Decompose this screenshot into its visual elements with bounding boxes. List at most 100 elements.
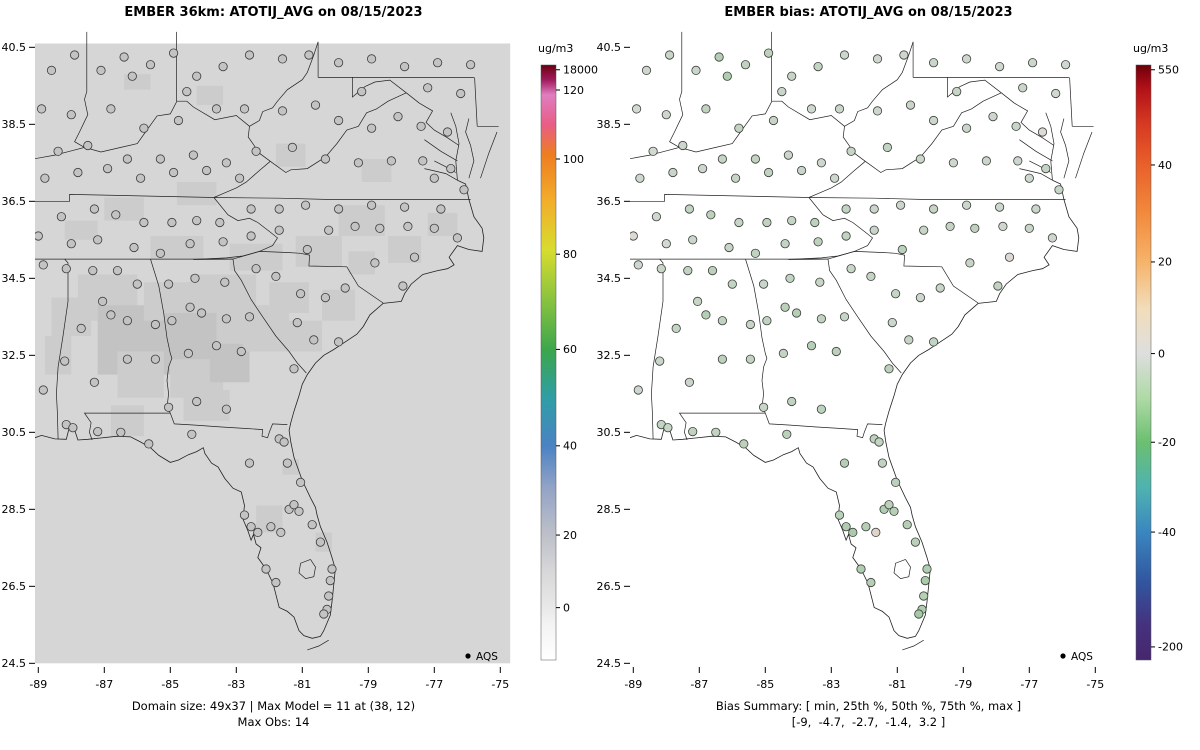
station-marker [763,48,774,58]
station-marker [277,54,288,64]
station-marker [745,354,756,364]
station-marker [861,522,871,532]
station-marker [167,316,177,326]
station-marker [239,104,250,114]
state-border-line [1045,112,1055,181]
station-marker [276,527,286,538]
station-marker [167,217,177,228]
state-border-line [247,126,271,162]
station-marker [220,277,230,287]
station-marker [656,264,666,274]
state-border-line [844,41,914,127]
station-marker [762,217,772,228]
model-field-cell [110,405,144,437]
station-marker [340,283,350,293]
station-marker [688,235,698,245]
station-marker [325,575,335,586]
station-marker [884,364,894,374]
station-marker [333,58,344,68]
aqs-legend: AQS [465,651,498,663]
station-marker [253,527,263,538]
colorbar-tick-label: 18000 [563,64,598,77]
station-marker [218,61,228,72]
station-marker [1037,127,1048,137]
station-marker [890,289,901,299]
y-tick-label: 38.5 [2,118,27,131]
state-border-line [865,92,1002,173]
station-marker [416,121,426,131]
colorbar-tick-label: 80 [563,248,577,261]
station-marker [185,239,195,249]
state-border-line [745,258,768,414]
station-marker [706,210,716,220]
station-marker [38,385,48,395]
station-marker [370,258,380,268]
station-marker [1051,88,1061,99]
station-marker [446,164,456,174]
station-marker [289,500,299,510]
station-marker [251,264,261,274]
state-border-line [74,31,89,148]
station-marker [688,426,698,437]
station-marker [127,71,137,81]
y-tick-label: 36.5 [2,195,27,208]
station-marker [910,537,921,547]
station-marker [294,506,304,516]
station-marker [928,58,939,68]
station-marker [96,65,106,76]
station-marker [357,87,367,97]
station-marker [119,52,129,62]
state-border-line [424,139,458,162]
colorbar-tick-label: 40 [1158,159,1172,172]
station-marker [922,564,932,574]
state-border-line [213,161,271,198]
bias-axes: -89 -87 -85 -83 -81 -79 -77 -75 24.5 26.5 28.5 30.5… [597,41,1105,691]
x-tick-label: -77 [1020,678,1038,691]
station-marker [745,319,756,330]
station-marker [633,385,643,395]
colorbar-tick-label: 0 [563,601,570,614]
state-border-line [678,412,766,441]
station-marker [145,60,156,70]
station-marker [295,477,306,487]
station-marker [398,281,408,291]
y-tick-label: 32.5 [2,349,27,362]
station-marker [393,112,403,122]
colorbar-tick-label: 100 [563,153,584,166]
station-marker [707,265,718,276]
station-marker [292,317,302,328]
station-marker [35,231,43,241]
station-marker [211,341,222,351]
station-marker [711,427,721,437]
station-marker [778,348,789,358]
station-marker [456,88,466,99]
station-marker [663,423,673,433]
station-marker [758,402,769,412]
aqs-legend-dot [465,653,471,659]
station-marker [300,200,311,210]
y-tick-label: 26.5 [2,580,27,593]
x-tick-label: -75 [1086,678,1104,691]
station-marker [782,429,792,439]
station-marker [302,244,312,255]
station-marker [182,87,192,97]
coastline [35,179,485,639]
colorbar-tick-label: 120 [563,84,584,97]
station-marker [895,200,906,210]
model-field-cell [348,251,375,275]
station-marker [664,50,675,60]
station-marker [630,231,638,241]
station-marker [671,323,681,333]
x-tick-label: -85 [161,678,179,691]
right-panel-title: EMBER bias: ATOTIJ_AVG on 08/15/2023 [724,5,1013,20]
station-marker [66,110,76,120]
station-marker [38,260,48,270]
station-marker [1004,252,1015,262]
colorbar-tick-label: -40 [1158,526,1176,539]
right-caption-line1: Bias Summary: [ min, 25th %, 50th %, 75t… [715,699,1022,713]
station-marker [717,316,728,326]
station-marker [132,279,142,289]
station-marker [60,356,70,366]
station-marker [236,346,246,357]
